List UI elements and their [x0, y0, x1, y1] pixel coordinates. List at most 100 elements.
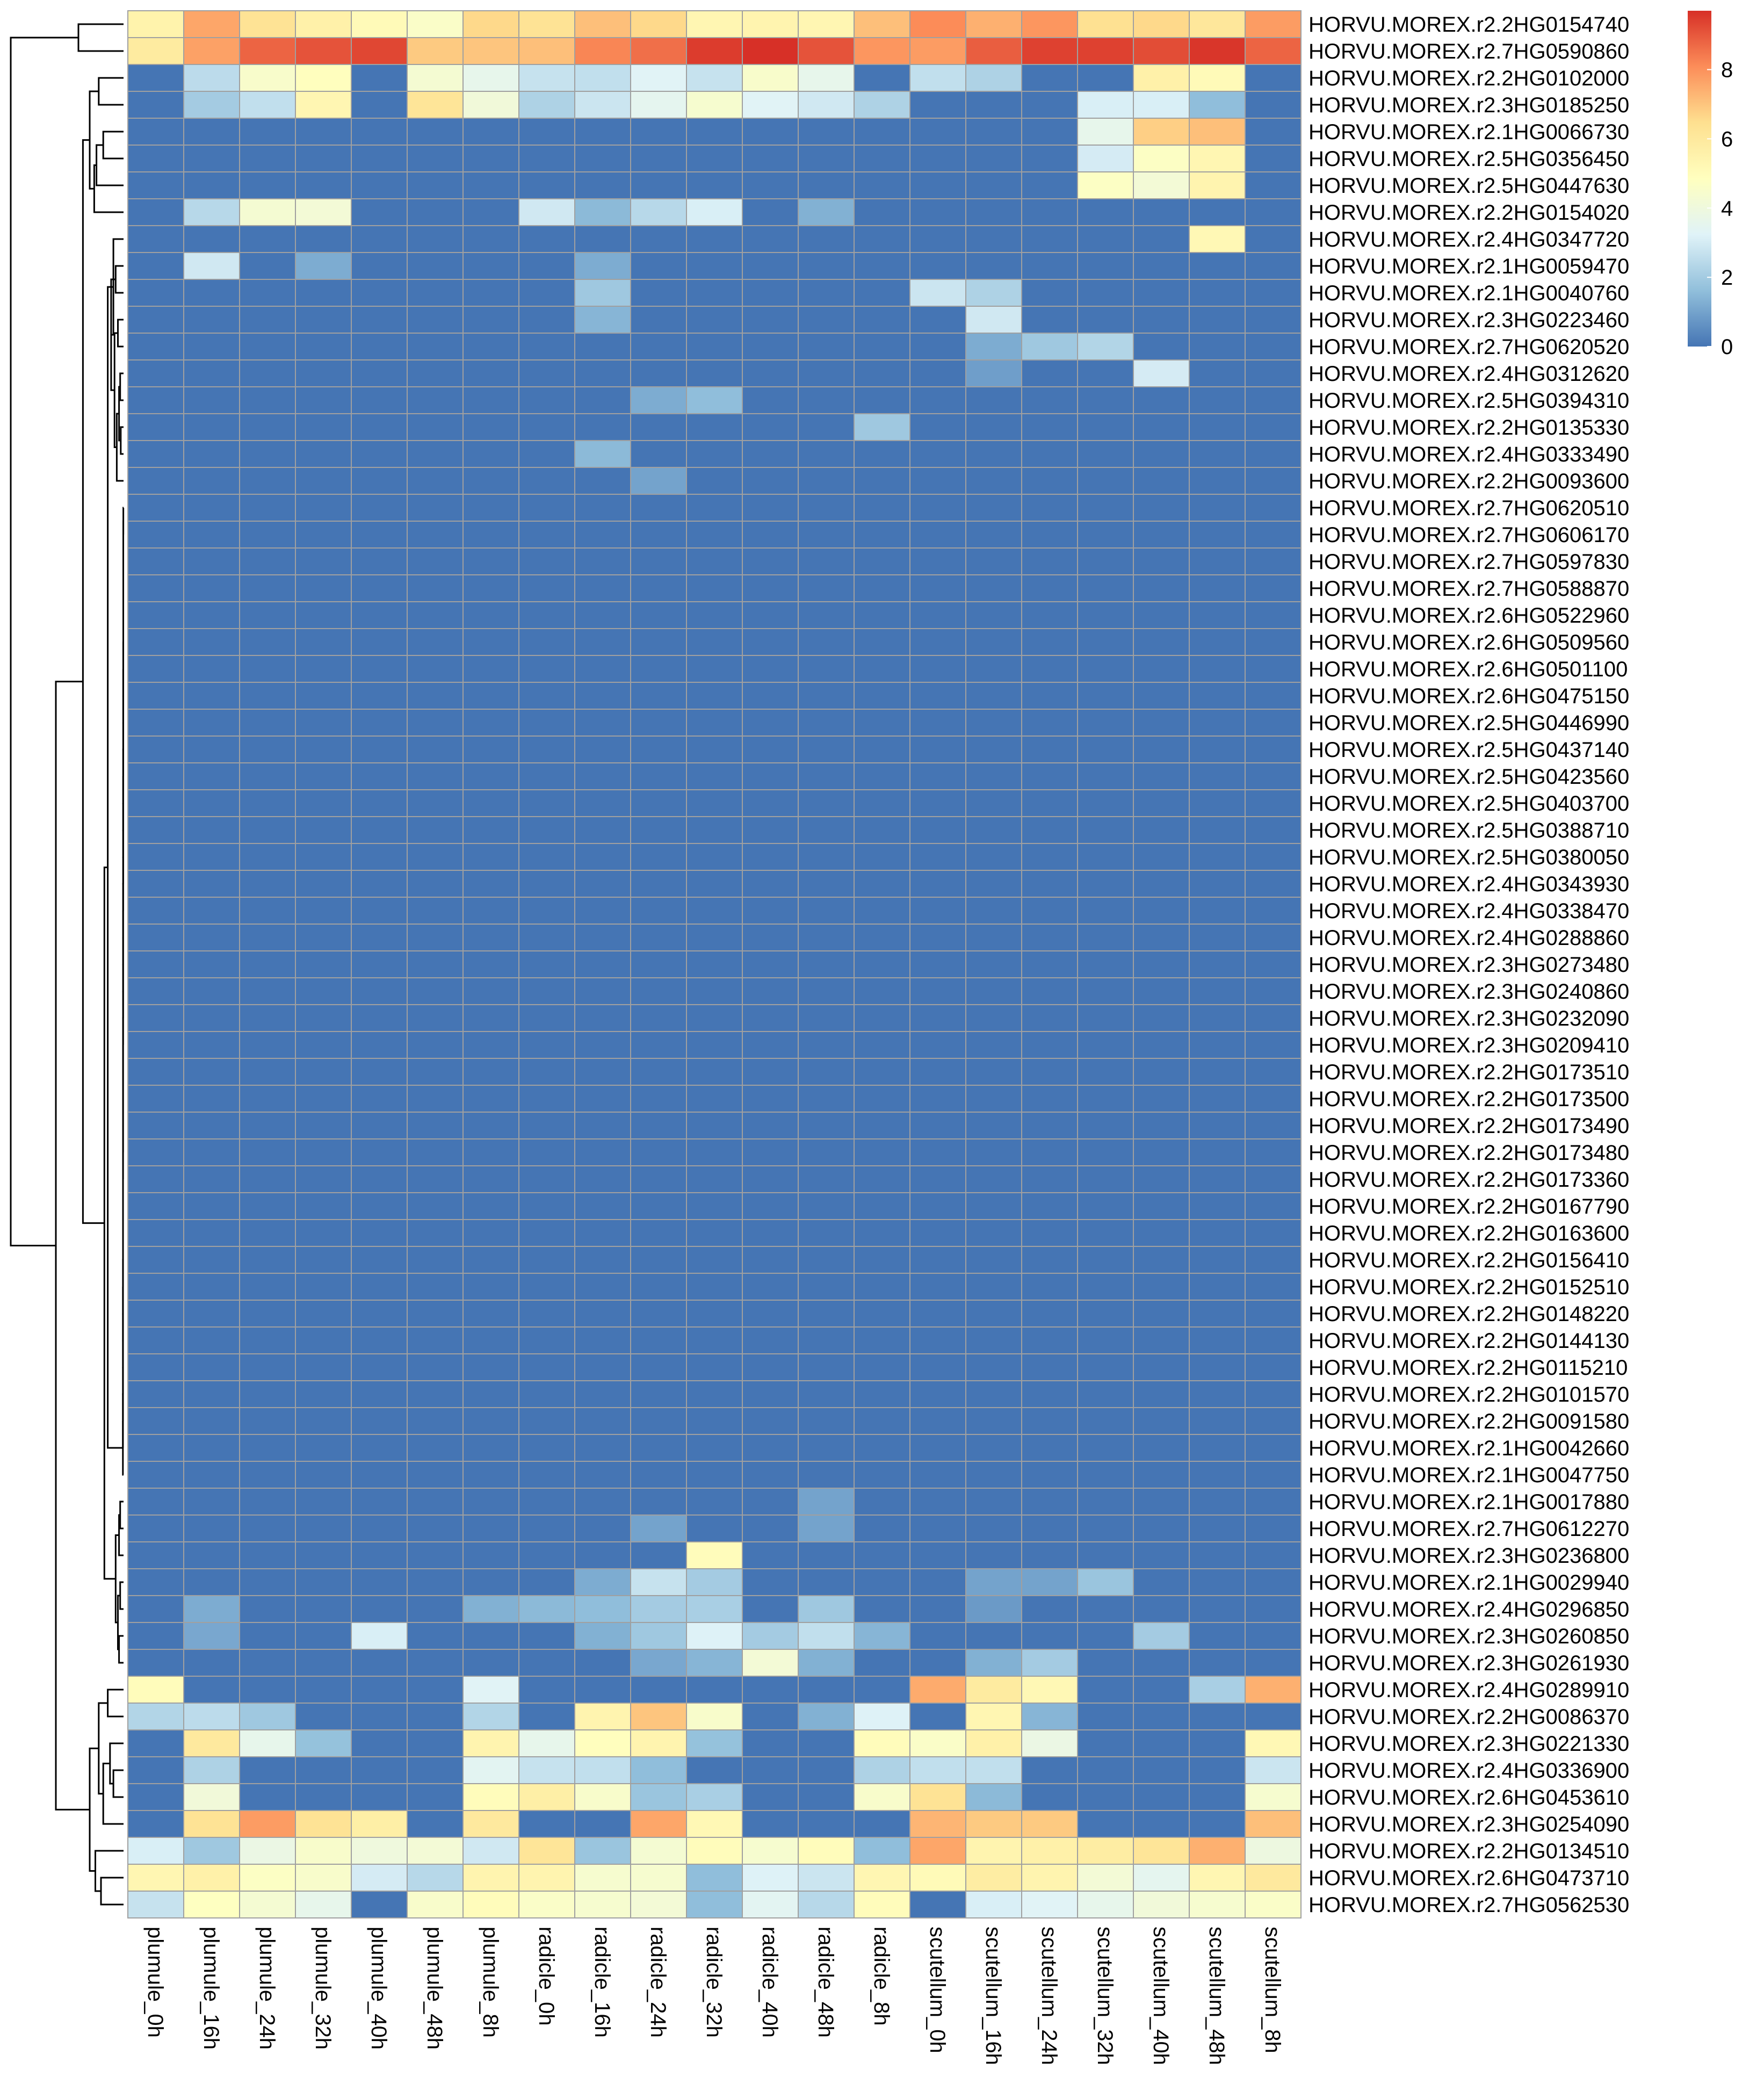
heatmap-cell	[1133, 1568, 1190, 1596]
heatmap-cell	[630, 870, 687, 898]
heatmap-cell	[518, 735, 575, 763]
heatmap-cell	[1021, 977, 1078, 1005]
heatmap-cell	[630, 1434, 687, 1462]
heatmap-cell	[462, 843, 519, 871]
heatmap-cell	[183, 655, 240, 683]
row-label: HORVU.MOREX.r2.2HG0091580	[1308, 1410, 1629, 1433]
heatmap-cell	[462, 64, 519, 92]
heatmap-cell	[909, 1622, 966, 1650]
heatmap-cell	[407, 171, 464, 199]
heatmap-cell	[1133, 10, 1190, 38]
row-label: HORVU.MOREX.r2.5HG0447630	[1308, 174, 1629, 198]
heatmap-cell	[183, 1380, 240, 1408]
heatmap-cell	[1077, 762, 1134, 790]
heatmap-cell	[686, 1004, 743, 1032]
heatmap-cell	[854, 1138, 910, 1166]
heatmap-cell	[183, 1595, 240, 1623]
row-label: HORVU.MOREX.r2.7HG0590860	[1308, 40, 1629, 63]
heatmap-cell	[239, 37, 296, 65]
heatmap-cell	[574, 628, 631, 656]
heatmap-cell	[742, 789, 799, 817]
heatmap-cell	[351, 1568, 408, 1596]
heatmap-cell	[127, 198, 184, 226]
heatmap-cell	[183, 1676, 240, 1704]
heatmap-cell	[1077, 1246, 1134, 1274]
heatmap-cell	[1021, 252, 1078, 280]
heatmap-cell	[407, 735, 464, 763]
heatmap-cell	[295, 1864, 352, 1892]
heatmap-cell	[518, 198, 575, 226]
heatmap-cell	[686, 1514, 743, 1542]
heatmap-cell	[183, 682, 240, 710]
heatmap-cell	[239, 467, 296, 495]
heatmap-cell	[1021, 494, 1078, 522]
heatmap-cell	[798, 1622, 855, 1650]
heatmap-cell	[798, 440, 855, 468]
heatmap-cell	[1077, 1541, 1134, 1569]
heatmap-cell	[1021, 1891, 1078, 1918]
row-label: HORVU.MOREX.r2.6HG0522960	[1308, 604, 1629, 627]
heatmap-cell	[239, 682, 296, 710]
heatmap-cell	[965, 1756, 1022, 1784]
row-label: HORVU.MOREX.r2.1HG0040760	[1308, 282, 1629, 305]
heatmap-cell	[407, 1729, 464, 1757]
heatmap-cell	[518, 1353, 575, 1381]
heatmap-cell	[798, 171, 855, 199]
heatmap-cell	[965, 843, 1022, 871]
heatmap-cell	[295, 1568, 352, 1596]
heatmap-cell	[462, 1649, 519, 1677]
heatmap-cell	[854, 1085, 910, 1113]
heatmap-cell	[1077, 1273, 1134, 1301]
heatmap-cell	[1021, 1138, 1078, 1166]
heatmap-cell	[351, 1864, 408, 1892]
heatmap-cell	[965, 1138, 1022, 1166]
heatmap-cell	[1245, 1004, 1302, 1032]
heatmap-cell	[742, 1756, 799, 1784]
heatmap-cell	[462, 1434, 519, 1462]
heatmap-cell	[295, 494, 352, 522]
heatmap-cell	[1021, 1864, 1078, 1892]
heatmap-cell	[854, 91, 910, 119]
heatmap-cell	[854, 1326, 910, 1354]
heatmap-cell	[1133, 950, 1190, 978]
heatmap-cell	[295, 1273, 352, 1301]
heatmap-cell	[1189, 1649, 1246, 1677]
heatmap-cell	[742, 279, 799, 307]
heatmap-cell	[127, 655, 184, 683]
row-label: HORVU.MOREX.r2.3HG0221330	[1308, 1732, 1629, 1756]
heatmap-cell	[1245, 843, 1302, 871]
heatmap-cell	[239, 924, 296, 951]
row-label: HORVU.MOREX.r2.2HG0173510	[1308, 1061, 1629, 1084]
heatmap-cell	[239, 1595, 296, 1623]
heatmap-cell	[798, 91, 855, 119]
heatmap-cell	[407, 1246, 464, 1274]
heatmap-cell	[351, 977, 408, 1005]
dendrogram-branch	[118, 1635, 124, 1664]
heatmap-cell	[1021, 1353, 1078, 1381]
heatmap-cell	[407, 1595, 464, 1623]
heatmap-cell	[1077, 789, 1134, 817]
heatmap-cell	[909, 225, 966, 253]
heatmap-cell	[462, 897, 519, 925]
heatmap-cell	[1021, 924, 1078, 951]
heatmap-cell	[351, 1488, 408, 1516]
heatmap-cell	[462, 1595, 519, 1623]
heatmap-cell	[798, 1461, 855, 1489]
heatmap-cell	[574, 1085, 631, 1113]
heatmap-cell	[239, 1138, 296, 1166]
heatmap-cell	[1245, 440, 1302, 468]
heatmap-cell	[295, 91, 352, 119]
heatmap-cell	[798, 1058, 855, 1086]
heatmap-cell	[239, 762, 296, 790]
heatmap-cell	[686, 843, 743, 871]
heatmap-cell	[742, 1434, 799, 1462]
column-label: plumule_16h	[199, 1927, 223, 2050]
heatmap-cell	[239, 655, 296, 683]
heatmap-cell	[462, 682, 519, 710]
heatmap-cell	[574, 977, 631, 1005]
heatmap-cell	[239, 225, 296, 253]
heatmap-cell	[407, 440, 464, 468]
heatmap-cell	[183, 1810, 240, 1838]
heatmap-cell	[798, 574, 855, 602]
heatmap-cell	[127, 977, 184, 1005]
